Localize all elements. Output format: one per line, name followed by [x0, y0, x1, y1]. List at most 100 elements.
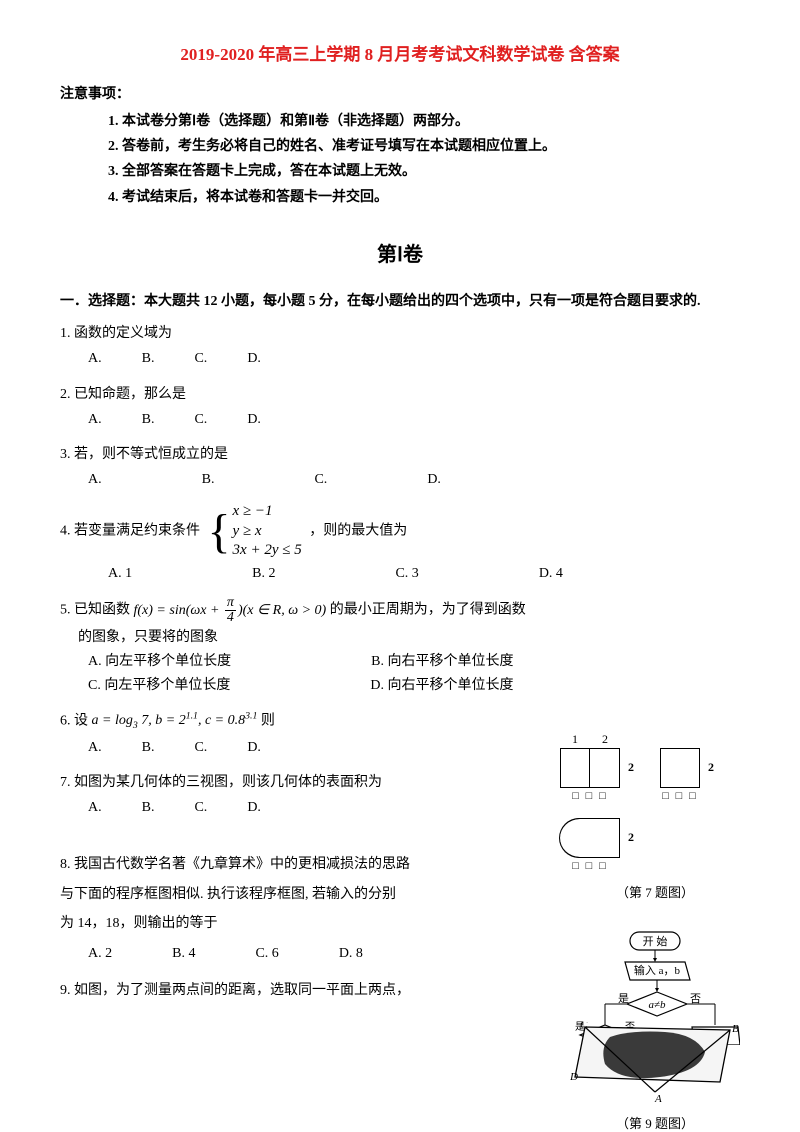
- q4-outro: ，则的最大值为: [309, 524, 407, 539]
- d3: 2: [628, 760, 634, 775]
- d5: 2: [628, 830, 634, 845]
- q2-opt-a: A.: [88, 407, 102, 432]
- q3-opt-c: C.: [314, 467, 327, 492]
- q4-opt-c: C. 3: [395, 561, 418, 586]
- q2-options: A. B. C. D.: [88, 407, 740, 432]
- q4-intro: 4. 若变量满足约束条件: [60, 524, 200, 539]
- q9-text: 9. 如图，为了测量两点间的距离，选取同一平面上两点，: [60, 978, 530, 1003]
- q4-c2: y ≥ x: [233, 522, 302, 542]
- q8-opt-d: D. 8: [339, 939, 363, 968]
- q2-text: 2. 已知命题，那么是: [60, 382, 740, 407]
- question-1: 1. 函数的定义域为 A. B. C. D.: [60, 321, 740, 371]
- q6-opt-c: C.: [194, 735, 207, 760]
- q7-caption: （第 7 题图）: [560, 882, 750, 901]
- q7-opt-a: A.: [88, 795, 102, 820]
- fc-start: 开 始: [643, 934, 668, 948]
- q7-options: A. B. C. D.: [88, 795, 540, 820]
- q5-opt-d: D. 向右平移个单位长度: [370, 674, 513, 698]
- section-1-title: 第Ⅰ卷: [60, 238, 740, 267]
- svg-text:D: D: [570, 1071, 578, 1083]
- side-view: 2 □ □ □: [660, 748, 700, 802]
- q8-l2: 与下面的程序框图相似. 执行该程序框图, 若输入的分别: [60, 880, 530, 909]
- q4-c3: 3x + 2y ≤ 5: [233, 541, 302, 561]
- q5-f2: )(x ∈ R, ω > 0): [238, 603, 326, 618]
- q4-brace: { x ≥ −1 y ≥ x 3x + 2y ≤ 5: [208, 502, 302, 561]
- question-8: 8. 我国古代数学名著《九章算术》中的更相减损法的思路 与下面的程序框图相似. …: [60, 850, 530, 968]
- part-1-header: 一．选择题：本大题共 12 小题，每小题 5 分，在每小题给出的四个选项中，只有…: [60, 291, 740, 313]
- q4-opt-d: D. 4: [539, 561, 563, 586]
- d1: 1: [572, 732, 578, 747]
- q6-text: 6. 设 a = log3 7, b = 21.1, c = 0.83.1 则: [60, 708, 740, 735]
- d4: 2: [708, 760, 714, 775]
- q6-opt-d: D.: [247, 735, 261, 760]
- sub1: □ □ □: [560, 790, 620, 802]
- q4-options: A. 1 B. 2 C. 3 D. 4: [108, 561, 740, 586]
- q6-after: 则: [261, 713, 275, 728]
- q7-opt-c: C.: [194, 795, 207, 820]
- q6-opt-b: B.: [142, 735, 155, 760]
- q7-opt-b: B.: [142, 795, 155, 820]
- q2-opt-c: C.: [194, 407, 207, 432]
- q7-diagram: 12 2 □ □ □ 2 □ □ □ 2 □ □ □ （第 7 题图）: [560, 748, 750, 901]
- svg-text:C: C: [580, 1022, 588, 1031]
- notice-2: 2. 答卷前，考生务必将自己的姓名、准考证号填写在本试题相应位置上。: [108, 134, 740, 159]
- question-9: 9. 如图，为了测量两点间的距离，选取同一平面上两点，: [60, 978, 530, 1003]
- q8-l1: 8. 我国古代数学名著《九章算术》中的更相减损法的思路: [60, 850, 530, 879]
- q8-opt-c: C. 6: [255, 939, 278, 968]
- q1-opt-c: C.: [194, 346, 207, 371]
- q5-options: A. 向左平移个单位长度 B. 向右平移个单位长度 C. 向左平移个单位长度 D…: [88, 650, 740, 698]
- q1-opt-a: A.: [88, 346, 102, 371]
- notice-3: 3. 全部答案在答题卡上完成，答在本试题上无效。: [108, 159, 740, 184]
- q2-opt-d: D.: [247, 407, 261, 432]
- svg-text:A: A: [654, 1093, 662, 1102]
- q8-l3: 为 14，18，则输出的等于: [60, 909, 530, 938]
- q4-c1: x ≥ −1: [233, 502, 302, 522]
- q7-text: 7. 如图为某几何体的三视图，则该几何体的表面积为: [60, 770, 540, 795]
- q9-diagram: C D B A （第 9 题图）: [570, 1022, 740, 1132]
- svg-text:B: B: [732, 1023, 739, 1035]
- q8-options: A. 2 B. 4 C. 6 D. 8: [88, 939, 530, 968]
- notice-header: 注意事项：: [60, 83, 740, 103]
- q5-opt-a: A. 向左平移个单位长度: [88, 650, 231, 674]
- notice-4: 4. 考试结束后，将本试卷和答题卡一并交回。: [108, 185, 740, 210]
- question-2: 2. 已知命题，那么是 A. B. C. D.: [60, 382, 740, 432]
- question-7: 7. 如图为某几何体的三视图，则该几何体的表面积为 A. B. C. D.: [60, 770, 540, 820]
- q1-options: A. B. C. D.: [88, 346, 740, 371]
- svg-text:输入 a，b: 输入 a，b: [634, 963, 681, 977]
- sub3: □ □ □: [560, 860, 620, 872]
- q9-caption: （第 9 题图）: [570, 1113, 740, 1132]
- q1-text: 1. 函数的定义域为: [60, 321, 740, 346]
- q5-f1: f(x) = sin(ωx +: [134, 603, 223, 618]
- q3-options: A. B. C. D.: [88, 467, 740, 492]
- q5-formula: f(x) = sin(ωx + π4)(x ∈ R, ω > 0): [134, 603, 330, 618]
- q5-line2: 的图象，只要将的图象: [78, 625, 740, 650]
- svg-text:否: 否: [690, 993, 701, 1005]
- question-3: 3. 若，则不等式恒成立的是 A. B. C. D.: [60, 442, 740, 492]
- q1-opt-b: B.: [142, 346, 155, 371]
- q4-opt-a: A. 1: [108, 561, 132, 586]
- q4-opt-b: B. 2: [252, 561, 275, 586]
- svg-text:a≠b: a≠b: [648, 999, 666, 1011]
- d2: 2: [602, 732, 608, 747]
- q5-opt-b: B. 向右平移个单位长度: [371, 650, 513, 674]
- front-view: 12 2 □ □ □: [560, 748, 620, 802]
- q5-opt-c: C. 向左平移个单位长度: [88, 674, 230, 698]
- q8-opt-a: A. 2: [88, 939, 112, 968]
- q6-opt-a: A.: [88, 735, 102, 760]
- svg-text:是: 是: [618, 992, 629, 1005]
- q1-opt-d: D.: [247, 346, 261, 371]
- q3-opt-d: D.: [427, 467, 441, 492]
- q3-opt-b: B.: [202, 467, 215, 492]
- q6-formula: a = log3 7, b = 21.1, c = 0.83.1: [92, 713, 258, 728]
- q5-after: 的最小正周期为，为了得到函数: [330, 603, 526, 618]
- sub2: □ □ □: [660, 790, 700, 802]
- question-5: 5. 已知函数 f(x) = sin(ωx + π4)(x ∈ R, ω > 0…: [60, 596, 740, 698]
- q3-text: 3. 若，则不等式恒成立的是: [60, 442, 740, 467]
- q3-opt-a: A.: [88, 467, 102, 492]
- q5-num: π: [225, 596, 236, 611]
- q4-text: 4. 若变量满足约束条件 { x ≥ −1 y ≥ x 3x + 2y ≤ 5 …: [60, 502, 740, 561]
- q2-opt-b: B.: [142, 407, 155, 432]
- q6-before: 6. 设: [60, 713, 88, 728]
- q5-den: 4: [225, 611, 236, 625]
- top-view: 2 □ □ □: [560, 818, 620, 872]
